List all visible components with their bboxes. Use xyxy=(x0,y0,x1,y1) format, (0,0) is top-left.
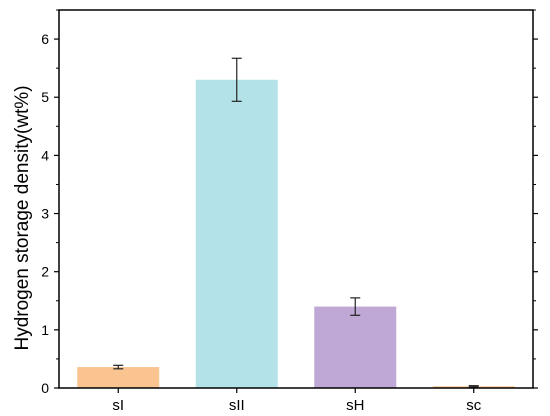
y-tick-label: 2 xyxy=(41,264,49,280)
y-tick-label: 0 xyxy=(41,380,49,396)
y-tick-label: 6 xyxy=(41,31,49,47)
bar-sii xyxy=(195,79,278,389)
y-axis-title: Hydrogen storage density(wt%) xyxy=(12,85,33,350)
x-tick-label: sc xyxy=(466,397,482,414)
x-tick-label: sI xyxy=(112,397,124,414)
bar-si xyxy=(77,367,160,388)
plot-area: sI sII sH sc 0 1 2 3 4 5 6 xyxy=(41,9,538,414)
y-tick-label: 3 xyxy=(41,206,49,222)
x-tick-label: sH xyxy=(346,397,364,414)
plot-frame xyxy=(58,9,534,389)
y-tick-label: 4 xyxy=(41,147,49,163)
y-tick-label: 5 xyxy=(41,89,49,105)
x-tick-label: sII xyxy=(229,397,245,414)
bar-sh xyxy=(314,306,397,388)
y-tick-label: 1 xyxy=(41,322,49,338)
